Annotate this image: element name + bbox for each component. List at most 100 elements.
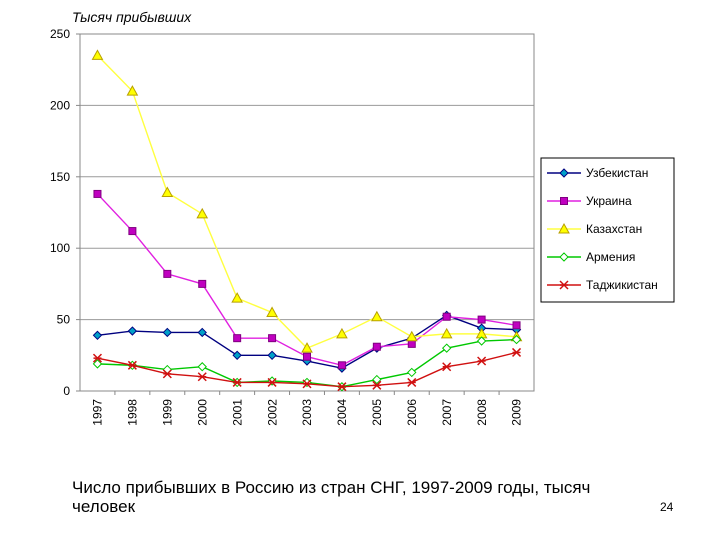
data-point [266, 306, 278, 317]
data-point [477, 315, 486, 324]
data-point [372, 374, 382, 385]
data-point [197, 362, 207, 372]
series-line [96, 54, 517, 349]
data-point [407, 339, 416, 348]
legend-item: Казахстан [547, 222, 642, 236]
data-point [162, 364, 173, 375]
legend-marker [560, 197, 568, 205]
chart-caption: Число прибывших в Россию из стран СНГ, 1… [72, 478, 591, 516]
series-0 [92, 310, 522, 373]
data-point [91, 49, 104, 60]
y-axis-label: Тысяч прибывших [72, 9, 192, 25]
y-tick-label: 100 [50, 241, 70, 255]
data-point [441, 343, 452, 353]
x-tick-label: 2004 [335, 399, 349, 426]
series-group [91, 49, 523, 392]
slide-number: 24 [660, 500, 674, 514]
x-tick-label: 2006 [405, 399, 419, 426]
x-tick-label: 2000 [195, 399, 209, 426]
x-tick-label: 2007 [440, 399, 454, 426]
legend-item: Армения [547, 250, 635, 264]
data-point [301, 342, 313, 353]
data-point [302, 377, 312, 388]
legend-item: Украина [547, 194, 632, 208]
data-point [126, 85, 139, 96]
data-point [162, 369, 172, 379]
legend-label: Таджикистан [586, 278, 658, 292]
data-point [442, 362, 452, 372]
data-point [127, 326, 138, 336]
x-tick-label: 2002 [265, 399, 279, 426]
data-point [267, 377, 277, 387]
data-point [302, 379, 312, 389]
plot-area-frame [79, 33, 535, 392]
data-point [267, 376, 277, 386]
x-tick-label: 2003 [300, 399, 314, 426]
series-4 [92, 347, 522, 392]
x-tick-label: 1997 [91, 399, 105, 426]
y-axis-ticks: 0 50 100 150 200 250 [50, 27, 80, 398]
x-tick-label: 2005 [370, 399, 384, 426]
x-tick-label: 2001 [230, 399, 244, 426]
data-point [231, 292, 244, 303]
data-point [372, 342, 381, 351]
y-tick-label: 50 [57, 313, 71, 327]
x-tick-label: 1998 [126, 399, 140, 426]
legend: Узбекистан Украина Казахстан Армения Таджики… [540, 157, 675, 303]
data-point [337, 361, 346, 370]
y-tick-label: 150 [50, 170, 70, 184]
data-point [407, 367, 417, 378]
legend-marker [559, 280, 569, 290]
legend-label: Армения [586, 250, 635, 264]
data-point [476, 336, 487, 346]
data-point [442, 312, 451, 321]
data-point [336, 327, 348, 339]
data-point [372, 380, 382, 390]
data-point [370, 310, 383, 322]
legend-label: Узбекистан [586, 166, 648, 180]
x-axis-ticks: 1997 1998 1999 2000 2001 2002 2003 2004 2005 2006… [91, 391, 524, 426]
legend-label: Украина [586, 194, 632, 208]
legend-label: Казахстан [586, 222, 642, 236]
data-point [511, 334, 522, 345]
y-tick-label: 200 [50, 98, 70, 112]
data-point [477, 356, 487, 366]
data-point [162, 327, 173, 338]
y-tick-label: 250 [50, 27, 70, 41]
y-tick-label: 0 [63, 384, 70, 398]
data-point [197, 372, 207, 382]
data-point [405, 330, 418, 342]
data-point [512, 347, 522, 357]
data-point [232, 377, 242, 387]
data-point [198, 279, 207, 288]
data-point [512, 321, 521, 330]
legend-item: Таджикистан [547, 278, 658, 292]
data-point [127, 360, 137, 370]
series-1 [93, 189, 521, 370]
data-point [92, 359, 103, 369]
data-point [233, 334, 242, 343]
data-point [196, 207, 209, 219]
data-point [232, 350, 242, 361]
data-point [197, 327, 207, 338]
data-point [407, 377, 417, 387]
data-point [92, 330, 103, 341]
series-line [96, 193, 517, 367]
data-point [128, 227, 137, 236]
data-point [92, 353, 102, 363]
data-point [163, 269, 172, 278]
legend-marker [558, 222, 570, 234]
series-2 [91, 49, 523, 353]
legend-marker [559, 168, 569, 178]
data-point [161, 186, 174, 198]
data-point [93, 189, 102, 198]
data-point [267, 350, 277, 361]
legend-marker [559, 252, 569, 262]
data-point [303, 352, 311, 361]
data-point [268, 334, 277, 343]
x-tick-label: 2008 [475, 399, 489, 426]
x-tick-label: 2009 [510, 399, 524, 426]
data-point [337, 382, 347, 392]
data-point [440, 327, 453, 339]
x-tick-label: 1999 [161, 399, 175, 426]
